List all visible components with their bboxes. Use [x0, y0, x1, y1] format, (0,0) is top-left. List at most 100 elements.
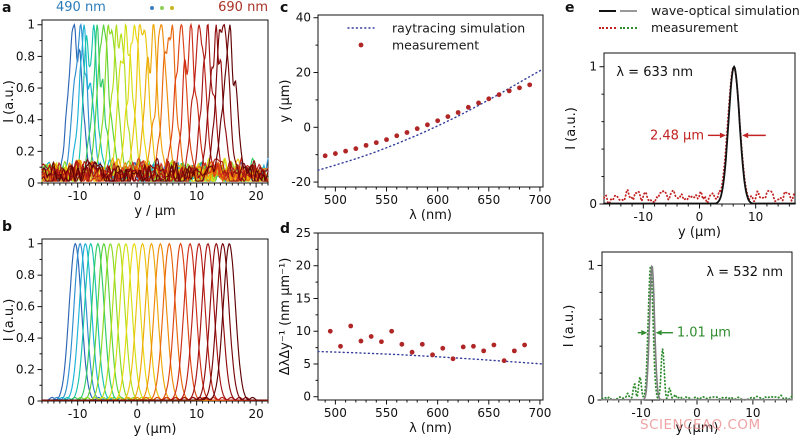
panel-a: -10 0 10 20 0 0.2 0.4 0.6 0.8 1 y / μm I (a.u.) — [2, 18, 269, 219]
axes-b: -10 0 10 20 0 0.2 0.4 0.6 0.8 1 y (μm) I (a.u.) — [2, 237, 269, 437]
svg-text:600: 600 — [426, 406, 449, 420]
svg-text:0.8: 0.8 — [16, 49, 35, 63]
svg-text:0: 0 — [27, 176, 35, 190]
svg-text:500: 500 — [324, 193, 347, 207]
data-point — [517, 85, 522, 91]
data-point — [399, 341, 405, 347]
data-point — [445, 114, 451, 120]
dot-yellow-icon — [170, 5, 174, 10]
profile-curve — [601, 264, 793, 401]
svg-text:20: 20 — [296, 66, 311, 80]
svg-text:-20: -20 — [291, 175, 311, 189]
fwhm-arrow — [655, 330, 673, 336]
wavelength-dots-icon — [150, 5, 174, 10]
data-point — [491, 342, 497, 348]
solid-line-sample-black — [599, 9, 616, 12]
series-e2-0 — [601, 262, 793, 401]
panel-c: 500 550 600 650 700 -20 0 20 40 λ (nm) y (μm) raytr… — [278, 11, 551, 223]
svg-text:-10: -10 — [68, 189, 88, 203]
data-point — [373, 140, 379, 146]
data-point — [384, 137, 389, 143]
spectrum-690nm — [41, 24, 269, 184]
svg-text:20: 20 — [296, 259, 311, 273]
wavelength-max-label: 690 nm — [218, 0, 268, 15]
svg-text:700: 700 — [528, 406, 551, 420]
xlabel-a: y / μm — [134, 204, 175, 219]
data-point — [419, 341, 425, 347]
xlabel-b: y (μm) — [134, 422, 177, 437]
data-point — [368, 334, 374, 339]
svg-text:5: 5 — [303, 357, 311, 371]
svg-text:650: 650 — [477, 193, 500, 207]
ylabel-b: I (a.u.) — [2, 299, 17, 342]
legend-sample-dot — [358, 42, 364, 48]
series-e2-1 — [601, 264, 793, 401]
ylabel-e2: I (a.u.) — [562, 305, 577, 348]
data-point — [501, 358, 507, 364]
panel-label-e: e — [565, 0, 575, 16]
xlabel-c: λ (nm) — [409, 208, 452, 223]
legend-label-simulation: wave-optical simulation — [651, 3, 800, 18]
profile-curve — [601, 262, 793, 401]
svg-text:1: 1 — [589, 60, 597, 74]
panel-e2: -10 0 10 0 1 y (μm) I (a.u.) λ = 532 nm 1.01 μm — [562, 251, 793, 436]
sim-line — [317, 68, 544, 172]
svg-text:-10: -10 — [634, 210, 654, 224]
data-point — [332, 151, 338, 156]
svg-text:15: 15 — [296, 291, 311, 305]
data-point — [414, 126, 420, 132]
series-e1-1 — [603, 65, 796, 205]
data-point — [486, 96, 492, 102]
data-point — [481, 348, 487, 354]
ylabel-c: y (μm) — [278, 80, 293, 123]
profile-curve — [603, 65, 796, 205]
svg-text:25: 25 — [296, 226, 311, 240]
axes-a: -10 0 10 20 0 0.2 0.4 0.6 0.8 1 y / μm I (a.u.) — [2, 18, 269, 219]
fwhm-arrow — [637, 330, 648, 336]
spectrum-690nm — [41, 242, 269, 401]
annotation-text: 1.01 μm — [677, 326, 731, 341]
data-point — [358, 338, 364, 344]
svg-text:0.2: 0.2 — [16, 363, 35, 377]
dot-blue-icon — [150, 5, 154, 10]
svg-text:0: 0 — [693, 406, 701, 420]
svg-text:-10: -10 — [631, 406, 651, 420]
data-point — [338, 343, 343, 349]
svg-text:0: 0 — [696, 210, 704, 224]
data-point — [450, 356, 456, 362]
svg-text:20: 20 — [248, 407, 263, 421]
svg-text:0: 0 — [303, 390, 311, 404]
data-point — [506, 88, 512, 94]
sim-line — [317, 350, 544, 365]
data-point — [465, 104, 471, 110]
svg-text:500: 500 — [324, 406, 347, 420]
svg-text:-10: -10 — [68, 407, 88, 421]
legend-item-simulation: wave-optical simulation — [599, 2, 800, 19]
dotted-line-sample-red — [599, 26, 616, 29]
svg-text:0: 0 — [133, 189, 141, 203]
svg-text:1: 1 — [27, 18, 35, 32]
data-point — [409, 349, 415, 355]
series-a-0 — [41, 22, 269, 184]
data-point — [425, 122, 430, 128]
svg-text:10: 10 — [296, 324, 311, 338]
panel-e-legend: wave-optical simulation measurement — [599, 2, 800, 36]
annotation-text: λ = 633 nm — [616, 65, 693, 80]
ylabel-d: ΔλΔy⁻¹ (nm μm⁻¹) — [278, 258, 293, 376]
legend-label-measurement: measurement — [651, 20, 739, 35]
svg-text:0.8: 0.8 — [16, 268, 35, 282]
svg-text:0: 0 — [27, 394, 35, 408]
legend-item-measurement: measurement — [599, 19, 800, 36]
svg-text:0.4: 0.4 — [16, 113, 35, 127]
data-point — [394, 133, 400, 139]
series-d-0 — [317, 350, 544, 365]
svg-text:1: 1 — [587, 258, 595, 272]
data-point — [430, 352, 435, 358]
data-point — [435, 118, 441, 124]
legend-label: raytracing simulation — [392, 21, 525, 36]
panel-label-b: b — [2, 219, 13, 235]
axes-e1: -10 0 10 0 1 y (μm) I (a.u.) — [564, 52, 796, 240]
data-point — [353, 146, 359, 152]
dot-green-icon — [160, 5, 164, 10]
